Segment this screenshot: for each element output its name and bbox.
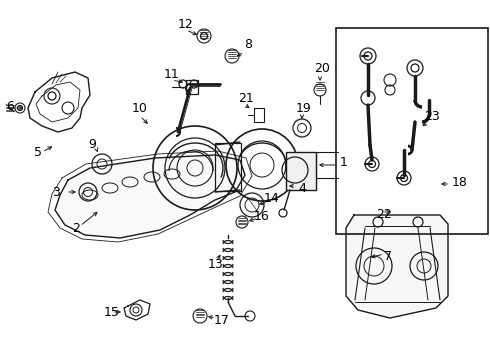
Bar — [286, 152, 316, 190]
Text: 14: 14 — [264, 192, 280, 204]
Text: 6: 6 — [6, 99, 14, 113]
Text: 23: 23 — [424, 109, 440, 122]
Polygon shape — [55, 155, 245, 238]
Text: 12: 12 — [178, 18, 194, 31]
Text: 2: 2 — [72, 221, 80, 234]
Polygon shape — [346, 215, 448, 318]
Text: 20: 20 — [314, 62, 330, 75]
Text: 16: 16 — [254, 210, 270, 222]
Text: 17: 17 — [214, 314, 230, 327]
Text: 11: 11 — [164, 68, 180, 81]
Text: 13: 13 — [208, 257, 224, 270]
Text: 5: 5 — [34, 145, 42, 158]
Text: 7: 7 — [384, 249, 392, 262]
Text: 15: 15 — [104, 306, 120, 319]
Text: 19: 19 — [296, 102, 312, 114]
Text: 4: 4 — [298, 181, 306, 194]
Text: 3: 3 — [52, 185, 60, 198]
Bar — [336, 28, 488, 234]
Text: 8: 8 — [244, 37, 252, 50]
Text: 21: 21 — [238, 91, 254, 104]
Text: 22: 22 — [376, 207, 392, 220]
Bar — [186, 80, 198, 94]
Text: 18: 18 — [452, 176, 468, 189]
Bar — [215, 143, 241, 191]
Text: 9: 9 — [88, 138, 96, 150]
Bar — [254, 108, 264, 122]
Text: 10: 10 — [132, 102, 148, 114]
Text: 1: 1 — [340, 156, 348, 168]
